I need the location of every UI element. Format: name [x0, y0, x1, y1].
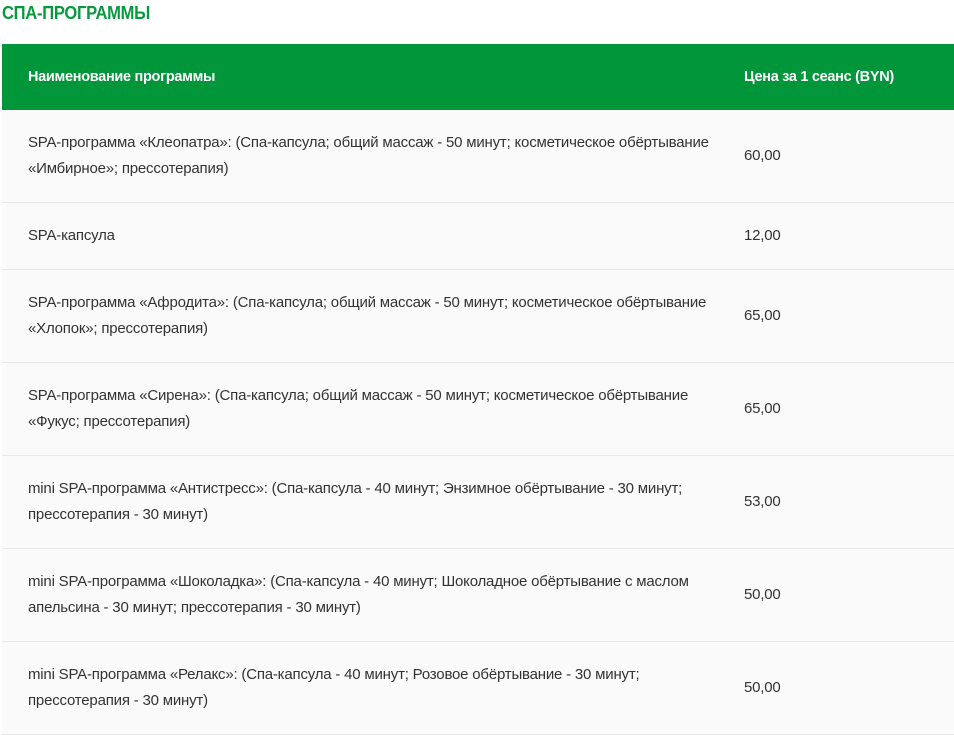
table-row: mini SPA-программа «Антистресс»: (Спа-ка…: [2, 455, 954, 549]
table-row: SPA-программа «Афродита»: (Спа-капсула; …: [2, 269, 954, 363]
program-name: SPA-программа «Клеопатра»: (Спа-капсула;…: [2, 110, 738, 203]
program-name: mini SPA-программа «Шоколадка»: (Спа-кап…: [2, 548, 738, 642]
program-price: 50,00: [738, 641, 954, 735]
program-name: mini SPA-программа «Релакс»: (Спа-капсул…: [2, 641, 738, 735]
program-name: mini SPA-программа «Антистресс»: (Спа-ка…: [2, 455, 738, 549]
program-price: 53,00: [738, 455, 954, 549]
program-name: SPA-капсула: [2, 202, 738, 270]
program-price: 65,00: [738, 362, 954, 456]
spa-programs-table: Наименование программы Цена за 1 сеанс (…: [2, 44, 954, 735]
program-name: SPA-программа «Сирена»: (Спа-капсула; об…: [2, 362, 738, 456]
program-name: SPA-программа «Афродита»: (Спа-капсула; …: [2, 269, 738, 363]
table-row: SPA-программа «Клеопатра»: (Спа-капсула;…: [2, 110, 954, 203]
program-price: 12,00: [738, 202, 954, 270]
table-row: SPA-капсула 12,00: [2, 202, 954, 270]
program-price: 65,00: [738, 269, 954, 363]
program-price: 50,00: [738, 548, 954, 642]
page-title: СПА-ПРОГРАММЫ: [2, 3, 151, 23]
table-row: mini SPA-программа «Шоколадка»: (Спа-кап…: [2, 548, 954, 642]
header-price: Цена за 1 сеанс (BYN): [738, 44, 954, 110]
table-row: mini SPA-программа «Релакс»: (Спа-капсул…: [2, 641, 954, 735]
table-header-row: Наименование программы Цена за 1 сеанс (…: [2, 44, 954, 110]
program-price: 60,00: [738, 110, 954, 203]
table-row: SPA-программа «Сирена»: (Спа-капсула; об…: [2, 362, 954, 456]
header-program-name: Наименование программы: [2, 44, 738, 110]
